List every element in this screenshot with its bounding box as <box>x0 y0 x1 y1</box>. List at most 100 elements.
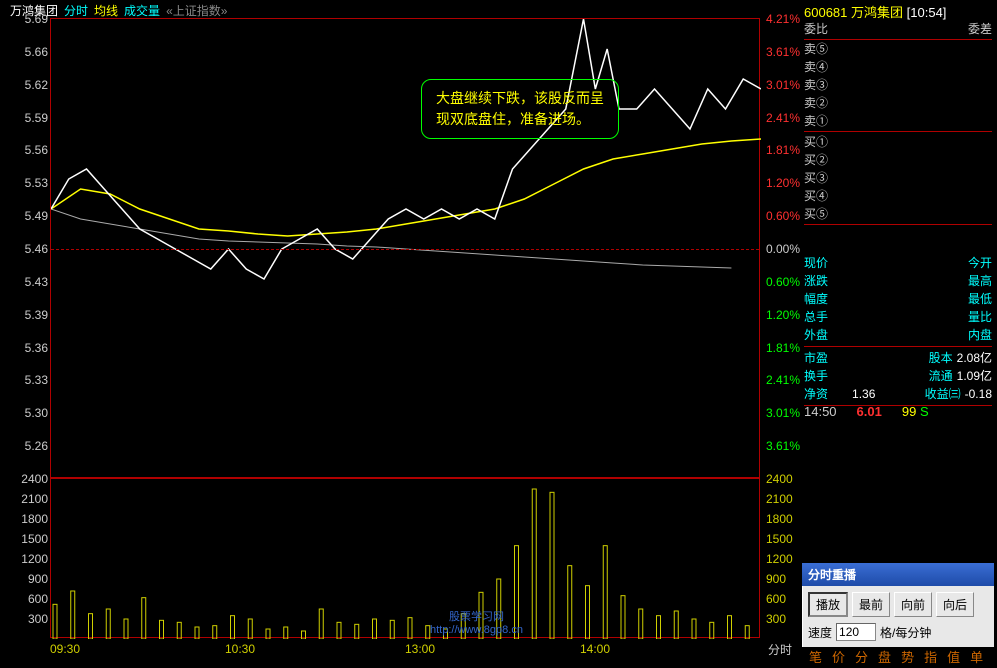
info-grid: 现价今开涨跌最高幅度最低总手量比外盘内盘 市盈股本2.08亿换手流通1.09亿净… <box>804 254 992 408</box>
bottom-tab[interactable]: 单 <box>965 647 988 666</box>
vol-ytick-right: 1200 <box>766 552 793 566</box>
vol-ytick: 1800 <box>6 512 48 526</box>
vol-ytick: 600 <box>6 592 48 606</box>
vol-ytick: 900 <box>6 572 48 586</box>
replay-speed-row: 速度 格/每分钟 <box>808 623 988 641</box>
info-row: 净资1.36收益㈢-0.18 <box>804 385 992 403</box>
speed-input[interactable] <box>836 623 876 641</box>
vol-ytick-right: 1800 <box>766 512 793 526</box>
replay-btn-3[interactable]: 向后 <box>936 592 974 617</box>
bottom-tab[interactable]: 笔 <box>804 647 827 666</box>
price-ytick: 5.49 <box>6 209 48 223</box>
replay-btn-1[interactable]: 最前 <box>852 592 890 617</box>
time-tab[interactable]: 分时 <box>768 641 792 642</box>
price-ytick: 5.26 <box>6 439 48 453</box>
vol-ytick-right: 2100 <box>766 492 793 506</box>
info-separator <box>804 346 992 347</box>
bottom-tabs: 笔价分盘势指值单 <box>804 647 988 666</box>
sell-row: 卖② <box>804 94 992 112</box>
x-tick: 13:00 <box>405 642 435 666</box>
price-chart[interactable]: 大盘继续下跌，该股反而呈 现双底盘住，准备进场。 <box>50 18 760 478</box>
price-ytick: 5.39 <box>6 308 48 322</box>
sell-row: 卖③ <box>804 76 992 94</box>
replay-title: 分时重播 <box>802 563 994 586</box>
volume-chart[interactable] <box>50 478 760 638</box>
mode-label: 分时 <box>64 2 88 19</box>
bidask-header: 委比 委差 <box>804 20 992 40</box>
bottom-tab[interactable]: 值 <box>942 647 965 666</box>
bidask-separator <box>804 131 992 132</box>
tick-time: 14:50 <box>804 404 837 419</box>
vol-ytick-right: 600 <box>766 592 786 606</box>
quote-panel: 600681 万鸿集团 [10:54] 委比 委差 卖⑤卖④卖③卖②卖① 买①买… <box>800 0 997 668</box>
watermark: 股票学习网 http://www.8gp8.cn <box>430 608 523 636</box>
watermark-name: 股票学习网 <box>430 608 523 624</box>
price-ytick: 5.56 <box>6 143 48 157</box>
vol-label: 成交量 <box>124 2 160 19</box>
replay-panel: 分时重播 播放最前向前向后 速度 格/每分钟 <box>801 562 995 648</box>
info-row: 市盈股本2.08亿 <box>804 349 992 367</box>
bottom-tab[interactable]: 盘 <box>873 647 896 666</box>
watermark-url: http://www.8gp8.cn <box>430 624 523 636</box>
replay-btn-0[interactable]: 播放 <box>808 592 848 617</box>
price-ytick: 5.33 <box>6 373 48 387</box>
x-tick: 10:30 <box>225 642 255 666</box>
buy-row: 买④ <box>804 187 992 205</box>
zero-line <box>51 249 759 250</box>
bidask-separator-2 <box>804 224 992 225</box>
bidask-table: 委比 委差 卖⑤卖④卖③卖②卖① 买①买②买③买④买⑤ <box>804 20 992 226</box>
stock-code: 600681 <box>804 5 847 20</box>
price-ytick: 5.53 <box>6 176 48 190</box>
sell-row: 卖④ <box>804 58 992 76</box>
weibi-label: 委比 <box>804 20 968 37</box>
price-ytick: 5.62 <box>6 78 48 92</box>
buy-row: 买② <box>804 151 992 169</box>
vol-ytick: 1500 <box>6 532 48 546</box>
info-row: 涨跌最高 <box>804 272 992 290</box>
buy-row: 买⑤ <box>804 205 992 223</box>
info-row: 总手量比 <box>804 308 992 326</box>
stock-name-right: 万鸿集团 <box>851 5 903 20</box>
tick-price: 6.01 <box>857 404 882 419</box>
x-tick: 09:30 <box>50 642 80 666</box>
bottom-tab[interactable]: 价 <box>827 647 850 666</box>
weicha-label: 委差 <box>968 20 992 37</box>
tick-row: 14:50 6.01 99 S <box>804 404 992 419</box>
price-ytick: 5.59 <box>6 111 48 125</box>
vol-ytick-right: 1500 <box>766 532 793 546</box>
annotation-box: 大盘继续下跌，该股反而呈 现双底盘住，准备进场。 <box>421 79 619 139</box>
tick-dir: S <box>920 404 929 419</box>
info-row: 换手流通1.09亿 <box>804 367 992 385</box>
speed-unit: 格/每分钟 <box>880 624 931 641</box>
bottom-tab[interactable]: 指 <box>919 647 942 666</box>
bottom-tab[interactable]: 分 <box>850 647 873 666</box>
replay-btn-2[interactable]: 向前 <box>894 592 932 617</box>
price-ytick: 5.66 <box>6 45 48 59</box>
price-ytick: 5.36 <box>6 341 48 355</box>
annotation-line2: 现双底盘住，准备进场。 <box>436 109 604 130</box>
vol-ytick-right: 900 <box>766 572 786 586</box>
price-ytick: 5.46 <box>6 242 48 256</box>
price-ytick: 5.30 <box>6 406 48 420</box>
info-row: 外盘内盘 <box>804 326 992 344</box>
price-ytick: 5.69 <box>6 12 48 26</box>
vol-ytick: 1200 <box>6 552 48 566</box>
speed-label: 速度 <box>808 624 832 641</box>
vol-ytick: 2100 <box>6 492 48 506</box>
tick-vol: 99 <box>902 404 916 419</box>
info-row: 幅度最低 <box>804 290 992 308</box>
stock-title: 600681 万鸿集团 [10:54] <box>804 2 946 21</box>
index-label[interactable]: «上证指数» <box>166 2 227 19</box>
bottom-tab[interactable]: 势 <box>896 647 919 666</box>
chart-panel: 万鸿集团 分时 均线 成交量 «上证指数» 大盘继续下跌，该股反而呈 现双底盘住… <box>0 0 800 668</box>
sell-row: 卖⑤ <box>804 40 992 58</box>
avg-label: 均线 <box>94 2 118 19</box>
vol-ytick: 2400 <box>6 472 48 486</box>
vol-ytick: 300 <box>6 612 48 626</box>
stock-time: [10:54] <box>907 5 947 20</box>
price-ytick: 5.43 <box>6 275 48 289</box>
sell-row: 卖① <box>804 112 992 130</box>
x-tick: 14:00 <box>580 642 610 666</box>
buy-row: 买③ <box>804 169 992 187</box>
vol-ytick-right: 300 <box>766 612 786 626</box>
